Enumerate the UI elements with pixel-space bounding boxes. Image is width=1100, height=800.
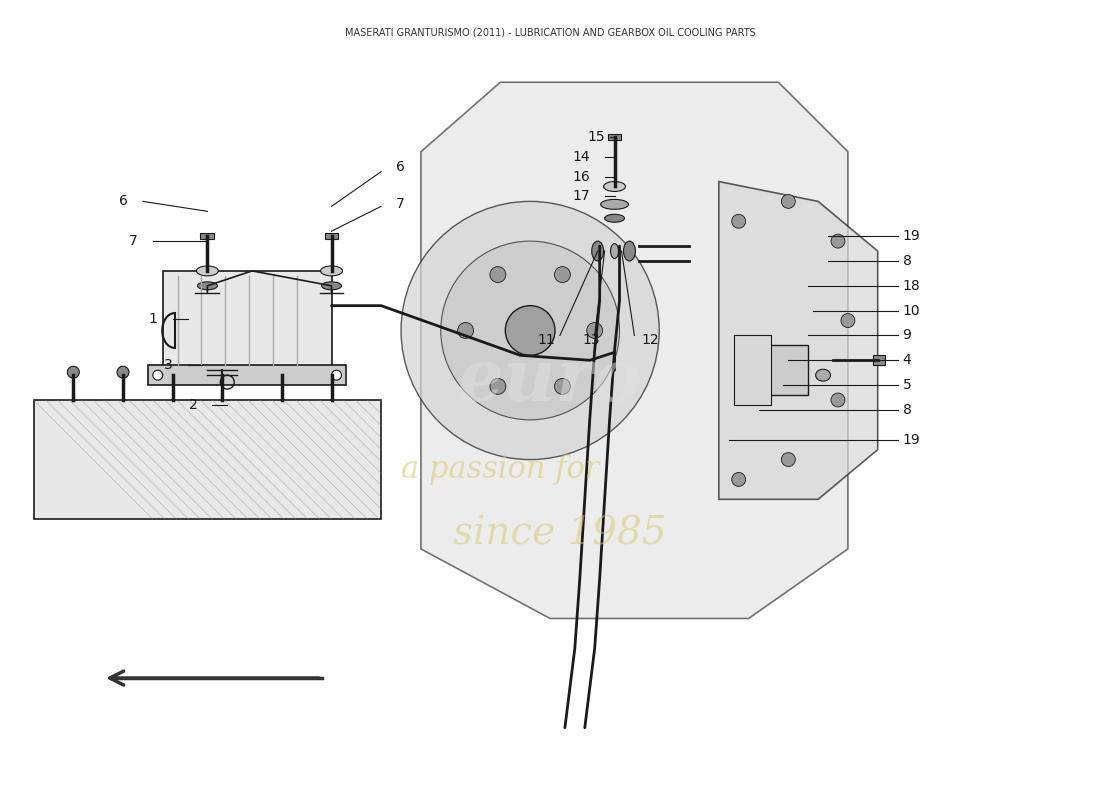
- Ellipse shape: [198, 282, 218, 290]
- Text: 6: 6: [119, 194, 128, 208]
- Ellipse shape: [601, 199, 628, 210]
- Text: a passion for: a passion for: [402, 454, 600, 485]
- Text: 16: 16: [572, 170, 590, 183]
- Bar: [734, 335, 771, 405]
- Ellipse shape: [815, 370, 830, 381]
- Text: 8: 8: [902, 254, 912, 268]
- Circle shape: [441, 241, 619, 420]
- Text: 19: 19: [902, 433, 921, 446]
- Bar: [769, 346, 808, 395]
- Circle shape: [586, 322, 603, 338]
- Ellipse shape: [320, 266, 342, 276]
- Bar: [163, 271, 331, 370]
- Circle shape: [402, 202, 659, 459]
- Text: 19: 19: [902, 229, 921, 243]
- Circle shape: [554, 378, 571, 394]
- Bar: [200, 233, 214, 239]
- Text: 6: 6: [396, 160, 405, 174]
- Text: 15: 15: [587, 130, 605, 144]
- Ellipse shape: [610, 243, 618, 258]
- Text: 12: 12: [641, 334, 659, 347]
- Text: 18: 18: [902, 278, 921, 293]
- Circle shape: [830, 393, 845, 407]
- Circle shape: [781, 194, 795, 208]
- Text: 7: 7: [129, 234, 138, 248]
- Ellipse shape: [605, 214, 625, 222]
- Circle shape: [458, 322, 473, 338]
- Ellipse shape: [321, 282, 341, 290]
- Circle shape: [217, 366, 229, 378]
- Text: 2: 2: [189, 398, 198, 412]
- Ellipse shape: [592, 241, 604, 261]
- Text: since 1985: since 1985: [453, 515, 667, 553]
- Text: 5: 5: [902, 378, 911, 392]
- Circle shape: [732, 214, 746, 228]
- Bar: [607, 134, 621, 140]
- Circle shape: [505, 306, 556, 355]
- Circle shape: [276, 366, 288, 378]
- Circle shape: [554, 266, 571, 282]
- Circle shape: [153, 370, 163, 380]
- Circle shape: [490, 266, 506, 282]
- Text: 17: 17: [572, 190, 590, 203]
- Polygon shape: [34, 400, 382, 519]
- Text: 9: 9: [902, 329, 912, 342]
- Ellipse shape: [624, 241, 636, 261]
- Text: 10: 10: [902, 304, 921, 318]
- Text: 14: 14: [572, 150, 590, 164]
- Circle shape: [830, 234, 845, 248]
- Text: euro: euro: [458, 345, 642, 416]
- Text: MASERATI GRANTURISMO (2011) - LUBRICATION AND GEARBOX OIL COOLING PARTS: MASERATI GRANTURISMO (2011) - LUBRICATIO…: [344, 27, 756, 38]
- Ellipse shape: [197, 266, 218, 276]
- Polygon shape: [421, 82, 848, 618]
- Circle shape: [781, 453, 795, 466]
- Circle shape: [490, 378, 506, 394]
- Text: 3: 3: [164, 358, 173, 372]
- Ellipse shape: [604, 182, 626, 191]
- Circle shape: [326, 366, 338, 378]
- Circle shape: [117, 366, 129, 378]
- Bar: [147, 366, 346, 385]
- Circle shape: [67, 366, 79, 378]
- Text: 13: 13: [583, 334, 601, 347]
- Text: 4: 4: [902, 354, 911, 367]
- Polygon shape: [718, 182, 878, 499]
- Text: 1: 1: [148, 311, 157, 326]
- Bar: [872, 355, 884, 366]
- Circle shape: [167, 366, 178, 378]
- Circle shape: [331, 370, 341, 380]
- Circle shape: [732, 473, 746, 486]
- Circle shape: [842, 314, 855, 327]
- Bar: [324, 233, 339, 239]
- Text: 11: 11: [537, 334, 556, 347]
- Text: 8: 8: [902, 403, 912, 417]
- Text: 7: 7: [396, 198, 405, 211]
